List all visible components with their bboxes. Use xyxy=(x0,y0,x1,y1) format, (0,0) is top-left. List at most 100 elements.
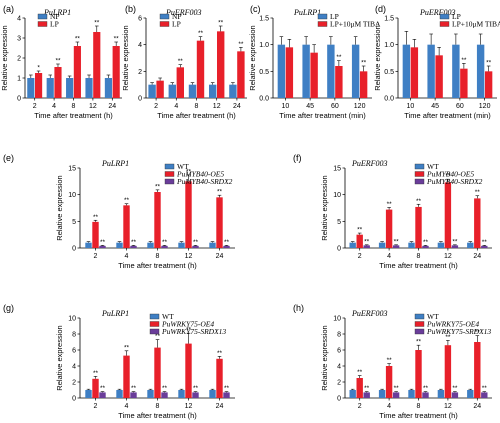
significance-mark: ** xyxy=(224,385,230,392)
significance-mark: ** xyxy=(357,369,363,376)
bar-red xyxy=(415,206,422,248)
bar-red xyxy=(335,66,343,98)
bar-purple xyxy=(363,392,370,398)
y-tick-label: 2 xyxy=(138,69,142,76)
significance-mark: ** xyxy=(131,239,137,246)
legend-swatch-red xyxy=(414,321,425,327)
significance-mark: ** xyxy=(114,36,120,43)
bar-blue xyxy=(147,242,154,248)
y-tick-label: 0 xyxy=(337,246,341,253)
bar-red xyxy=(156,80,164,98)
significance-mark: ** xyxy=(131,385,137,392)
y-tick-label: 0 xyxy=(138,96,142,103)
x-axis-label: Time after treatment (h) xyxy=(157,111,236,120)
significance-mark: ** xyxy=(461,57,467,64)
significance-mark: ** xyxy=(75,36,81,43)
bar-purple xyxy=(481,245,488,248)
chart-panel-f: (f) PuERF003 0 5 10 15 Relative expression Time… xyxy=(293,153,492,270)
bar-blue xyxy=(349,242,356,248)
bar-red xyxy=(123,355,130,398)
legend-entry: PuMYB40-OE5 xyxy=(176,170,224,179)
significance-mark: ** xyxy=(387,357,393,364)
significance-mark: ** xyxy=(416,198,422,205)
bar-blue xyxy=(452,44,460,98)
x-tick-label: 12 xyxy=(89,103,97,110)
bar-red xyxy=(73,46,81,98)
significance-mark: ** xyxy=(162,239,168,246)
legend-swatch-blue xyxy=(164,163,175,170)
significance-mark: ** xyxy=(394,238,400,245)
x-tick-label: 10 xyxy=(281,103,289,110)
significance-mark: ** xyxy=(452,238,458,245)
legend-swatch-blue xyxy=(414,163,425,170)
bar-blue xyxy=(427,44,435,98)
significance-mark: ** xyxy=(100,239,106,246)
significance-mark: ** xyxy=(364,238,370,245)
bar-red xyxy=(385,209,393,248)
legend-entry: PuWRKY75-OE4 xyxy=(426,320,479,329)
bar-red xyxy=(285,47,294,98)
bar-blue xyxy=(209,242,216,248)
bar-red xyxy=(185,343,192,398)
bar-purple xyxy=(99,245,106,248)
x-tick-label: 12 xyxy=(185,403,193,410)
legend-entry: LP xyxy=(330,12,339,21)
significance-mark: ** xyxy=(217,189,223,196)
significance-mark: ** xyxy=(416,339,422,346)
significance-mark: ** xyxy=(124,197,130,204)
bar-blue xyxy=(116,242,123,248)
legend-entry: PuWRKY75-OE4 xyxy=(161,320,214,329)
legend-swatch-red xyxy=(149,321,160,327)
y-tick-label: 0.5 xyxy=(384,69,394,76)
legend-entry: WT xyxy=(162,312,174,321)
significance-mark: ** xyxy=(357,227,363,234)
x-tick-label: 8 xyxy=(417,253,421,260)
gene-name: PuLRP1 xyxy=(43,8,71,17)
x-tick-label: 8 xyxy=(156,253,160,260)
bar-purple xyxy=(363,245,370,248)
y-tick-label: 8 xyxy=(72,332,76,339)
bar-blue xyxy=(209,390,216,398)
significance-mark: ** xyxy=(361,60,367,67)
gene-name: PuERF003 xyxy=(351,159,388,168)
bar-red xyxy=(216,197,223,248)
y-tick-label: 3 xyxy=(17,36,21,43)
legend-swatch-red xyxy=(164,171,175,177)
bar-red xyxy=(356,234,363,248)
legend-swatch-red xyxy=(414,171,425,177)
y-tick-label: 1 xyxy=(17,76,21,83)
bar-purple xyxy=(392,245,400,248)
y-tick-label: 1.0 xyxy=(384,42,394,49)
significance-mark: ** xyxy=(94,20,100,27)
gene-name: PuLRP1 xyxy=(293,8,321,17)
bar-purple xyxy=(192,392,199,398)
significance-mark: ** xyxy=(445,334,451,341)
significance-mark: ** xyxy=(193,385,199,392)
bar-red xyxy=(410,47,419,98)
legend-swatch-blue xyxy=(149,313,160,320)
bar-blue xyxy=(378,390,386,398)
significance-mark: ** xyxy=(155,183,161,190)
bar-blue xyxy=(85,242,92,248)
bar-blue xyxy=(178,242,185,248)
bar-blue xyxy=(85,390,92,398)
x-tick-label: 2 xyxy=(33,103,37,110)
bar-blue xyxy=(437,242,445,248)
gene-name: PuERF003 xyxy=(165,8,202,17)
panel-label: (a) xyxy=(3,4,14,14)
y-tick-label: 2 xyxy=(337,380,341,387)
significance-mark: ** xyxy=(452,385,458,392)
y-tick-label: 1.0 xyxy=(259,42,269,49)
bar-red xyxy=(185,181,192,248)
legend-entry: PuMYB40-OE5 xyxy=(426,170,474,179)
x-tick-label: 2 xyxy=(94,253,98,260)
panel-label: (g) xyxy=(3,303,14,313)
x-axis-label: Time after treatment (h) xyxy=(379,411,458,420)
y-tick-label: 6 xyxy=(72,348,76,355)
bar-purple xyxy=(422,392,429,398)
legend-entry: LP+10μM TIBA xyxy=(330,20,381,29)
y-axis-label: Relative expression xyxy=(55,175,64,240)
legend-entry: LP xyxy=(172,20,181,29)
